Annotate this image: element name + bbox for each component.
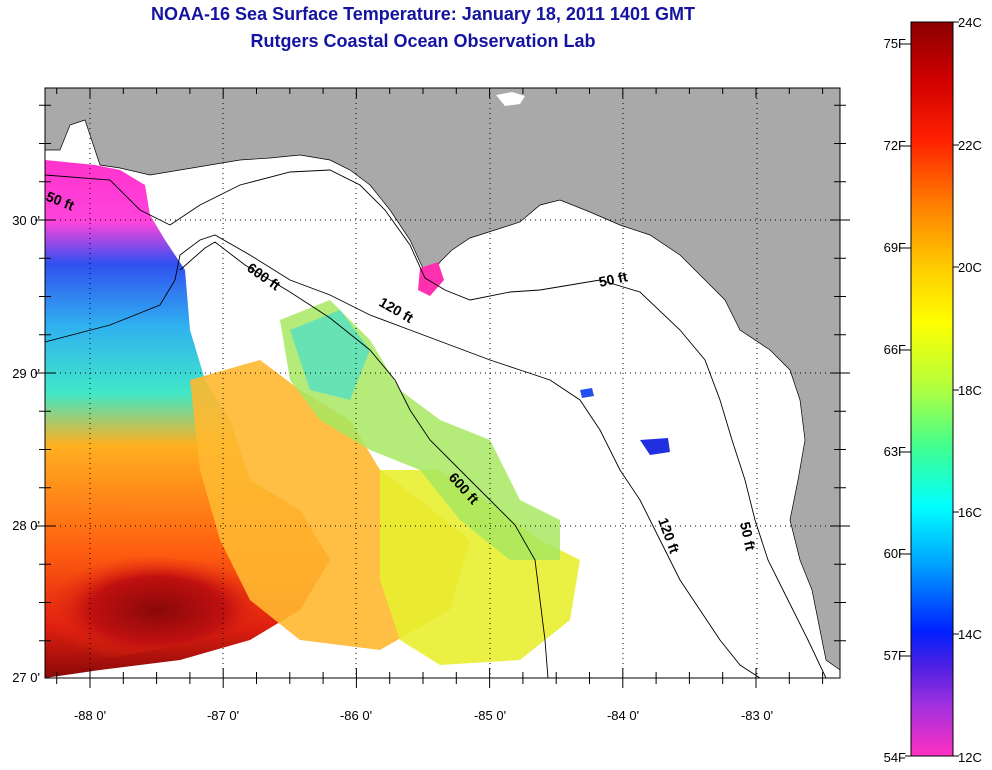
colorbar-c-label: 24C — [958, 15, 982, 30]
lon-label: -86 0' — [340, 708, 372, 723]
lon-label: -88 0' — [74, 708, 106, 723]
page-title: NOAA-16 Sea Surface Temperature: January… — [151, 4, 695, 24]
contour-600ft — [179, 241, 549, 678]
colorbar-c-label: 22C — [958, 138, 982, 153]
sst-blue-spot — [640, 438, 670, 455]
colorbar-c-label: 16C — [958, 505, 982, 520]
colorbar-c-label: 20C — [958, 260, 982, 275]
page-subtitle: Rutgers Coastal Ocean Observation Lab — [250, 31, 596, 51]
lon-label: -83 0' — [741, 708, 773, 723]
colorbar-f-label: 60F — [884, 546, 906, 561]
map-frame — [44, 87, 841, 679]
colorbar-c-label: 14C — [958, 627, 982, 642]
graticule — [45, 88, 840, 678]
contour-120ft — [45, 234, 761, 678]
colorbar-f-label: 54F — [884, 750, 906, 765]
contour-50ft — [45, 169, 827, 678]
colorbar-c-label: 12C — [958, 750, 982, 765]
colorbar — [910, 21, 954, 757]
sst-dark-red-patch — [45, 555, 270, 665]
depth-label-50ft: 50 ft — [737, 520, 759, 552]
colorbar-f-label: 63F — [884, 444, 906, 459]
colorbar-f-label: 57F — [884, 648, 906, 663]
lake — [496, 92, 525, 106]
colorbar-c-label: 18C — [958, 383, 982, 398]
colorbar-f-label: 72F — [884, 138, 906, 153]
colorbar-f-label: 69F — [884, 240, 906, 255]
lon-label: -85 0' — [474, 708, 506, 723]
lon-label: -87 0' — [207, 708, 239, 723]
colorbar-f-label: 66F — [884, 342, 906, 357]
lon-label: -84 0' — [607, 708, 639, 723]
frame-ticks — [35, 88, 850, 688]
depth-label-50ft: 50 ft — [597, 268, 629, 290]
colorbar-ticks — [905, 21, 959, 757]
colorbar-f-label: 75F — [884, 36, 906, 51]
sst-blue-spot-small — [580, 388, 594, 398]
land-mass — [45, 88, 840, 671]
lat-label: 28 0' — [12, 518, 40, 533]
sst-cyan-patch — [290, 310, 370, 400]
lat-label: 29 0' — [12, 366, 40, 381]
sst-central-yellow — [380, 470, 580, 665]
sst-pink-spot — [418, 262, 444, 296]
lat-label: 27 0' — [12, 670, 40, 685]
lat-label: 30 0' — [12, 213, 40, 228]
